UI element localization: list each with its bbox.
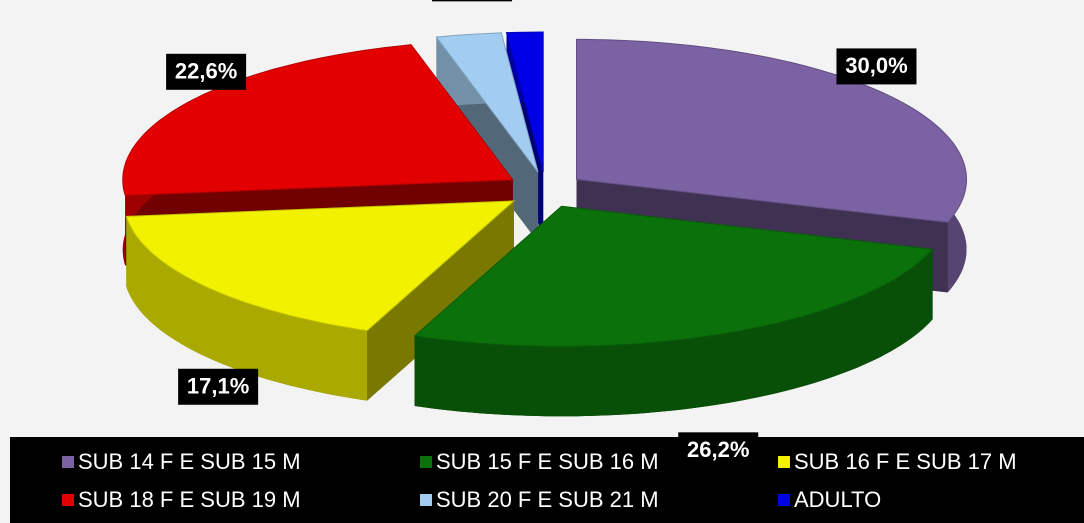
data-label-box: [432, 0, 513, 2]
legend-box: [10, 437, 1084, 523]
data-label-box: [836, 48, 917, 85]
legend-label: SUB 15 F E SUB 16 M: [436, 449, 659, 474]
legend-marker: [420, 456, 432, 468]
slice-top: [435, 32, 539, 173]
slice: [125, 200, 516, 401]
legend-label: SUB 18 F E SUB 19 M: [78, 487, 301, 512]
legend-marker: [62, 456, 74, 468]
slice-top: [505, 31, 544, 173]
data-label: 22,6%: [175, 59, 237, 84]
slice-top: [122, 44, 514, 196]
data-label: 30,0%: [845, 53, 907, 78]
legend-label: ADULTO: [794, 487, 881, 512]
data-label-box: [166, 53, 247, 90]
legend-marker: [420, 494, 432, 506]
legend-marker: [778, 494, 790, 506]
data-label-box: [178, 368, 259, 405]
legend-label: SUB 16 F E SUB 17 M: [794, 449, 1017, 474]
legend-marker: [778, 456, 790, 468]
slice: [413, 205, 934, 417]
legend-label: SUB 14 F E SUB 15 M: [78, 449, 301, 474]
slice-top: [413, 205, 934, 347]
slice-top: [125, 200, 516, 332]
slice-wall: [126, 216, 368, 401]
data-label-box: [678, 432, 759, 469]
legend-marker: [62, 494, 74, 506]
legend-label: SUB 20 F E SUB 21 M: [436, 487, 659, 512]
data-label: 26,2%: [687, 437, 749, 462]
slice-top: [576, 38, 967, 223]
data-label: 17,1%: [187, 374, 249, 399]
slice-wall: [414, 249, 933, 417]
